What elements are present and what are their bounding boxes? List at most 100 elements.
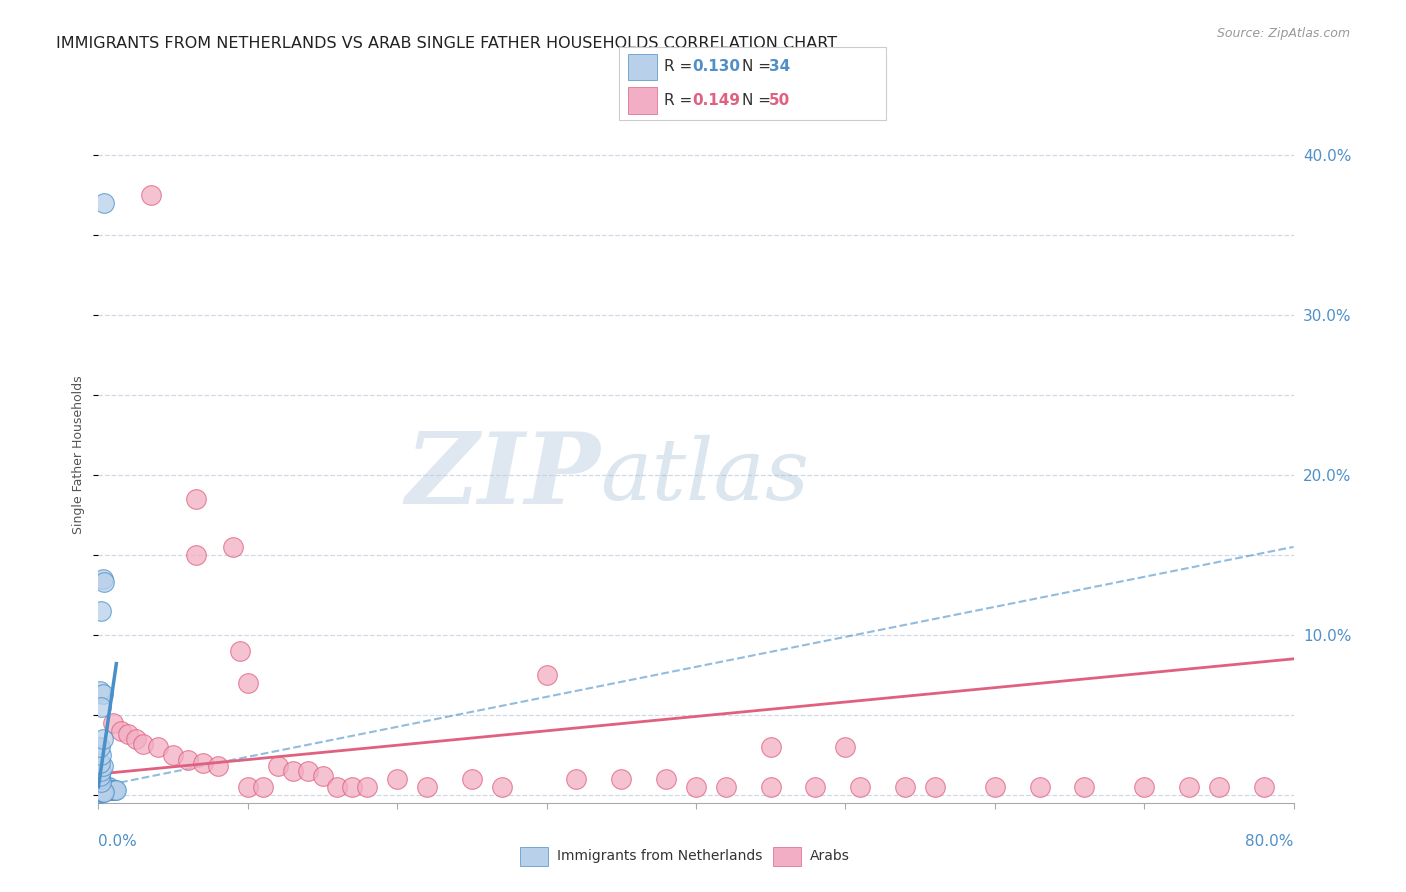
Point	[105, 783, 128, 797]
Point	[565, 772, 588, 786]
Point	[91, 759, 114, 773]
Point	[91, 780, 114, 794]
Point	[110, 723, 132, 738]
Text: Source: ZipAtlas.com: Source: ZipAtlas.com	[1216, 27, 1350, 40]
Point	[91, 784, 114, 798]
Point	[93, 784, 115, 798]
Point	[184, 548, 207, 562]
Point	[91, 572, 114, 586]
Point	[117, 727, 139, 741]
Point	[132, 737, 155, 751]
Point	[759, 739, 782, 754]
Point	[101, 783, 124, 797]
Point	[93, 575, 115, 590]
Y-axis label: Single Father Households: Single Father Households	[72, 376, 86, 534]
Point	[236, 780, 259, 794]
Point	[125, 731, 148, 746]
Point	[90, 775, 112, 789]
Point	[94, 780, 117, 794]
Point	[191, 756, 214, 770]
Point	[311, 769, 333, 783]
Text: Immigrants from Netherlands: Immigrants from Netherlands	[557, 849, 762, 863]
Point	[89, 780, 111, 794]
Point	[93, 196, 115, 211]
Point	[207, 759, 229, 773]
Point	[924, 780, 946, 794]
Point	[804, 780, 827, 794]
Point	[90, 699, 112, 714]
Point	[1028, 780, 1050, 794]
Point	[103, 783, 125, 797]
Point	[90, 784, 112, 798]
Point	[90, 747, 112, 762]
Text: 0.0%: 0.0%	[98, 834, 138, 849]
Point	[89, 786, 111, 800]
Text: ZIP: ZIP	[405, 427, 600, 524]
Point	[97, 780, 120, 794]
Point	[89, 683, 111, 698]
Point	[89, 769, 111, 783]
Point	[89, 783, 111, 797]
Point	[89, 772, 111, 786]
Point	[1253, 780, 1275, 794]
Point	[326, 780, 349, 794]
Point	[685, 780, 707, 794]
Point	[90, 764, 112, 778]
Point	[894, 780, 917, 794]
Point	[342, 780, 364, 794]
Point	[184, 491, 207, 506]
Point	[267, 759, 290, 773]
Point	[229, 644, 252, 658]
Text: atlas: atlas	[600, 434, 810, 517]
Text: R =: R =	[664, 60, 697, 74]
Point	[98, 783, 122, 797]
Point	[610, 772, 633, 786]
Point	[416, 780, 439, 794]
Point	[849, 780, 872, 794]
Text: 34: 34	[769, 60, 790, 74]
Point	[222, 540, 245, 554]
Point	[491, 780, 513, 794]
Point	[536, 668, 558, 682]
Point	[1073, 780, 1095, 794]
Point	[1208, 780, 1230, 794]
Point	[90, 604, 112, 618]
Point	[385, 772, 409, 786]
Point	[94, 780, 117, 794]
Point	[91, 687, 114, 701]
Text: R =: R =	[664, 94, 697, 108]
Point	[89, 739, 111, 754]
Point	[89, 756, 111, 770]
Point	[759, 780, 782, 794]
Text: 0.130: 0.130	[692, 60, 740, 74]
Point	[984, 780, 1007, 794]
Point	[714, 780, 737, 794]
Point	[91, 731, 114, 746]
Point	[148, 739, 170, 754]
Point	[139, 188, 162, 202]
Text: 50: 50	[769, 94, 790, 108]
Point	[96, 780, 118, 794]
Point	[90, 780, 112, 794]
Text: Arabs: Arabs	[810, 849, 849, 863]
Point	[834, 739, 856, 754]
Point	[93, 780, 115, 794]
Point	[162, 747, 184, 762]
Point	[89, 784, 111, 798]
Point	[103, 715, 125, 730]
Point	[461, 772, 484, 786]
Point	[177, 753, 200, 767]
Point	[356, 780, 378, 794]
Point	[252, 780, 274, 794]
Text: N =: N =	[742, 60, 776, 74]
Point	[281, 764, 304, 778]
Text: IMMIGRANTS FROM NETHERLANDS VS ARAB SINGLE FATHER HOUSEHOLDS CORRELATION CHART: IMMIGRANTS FROM NETHERLANDS VS ARAB SING…	[56, 36, 838, 51]
Point	[236, 676, 259, 690]
Text: 0.149: 0.149	[692, 94, 740, 108]
Point	[1178, 780, 1201, 794]
Text: 80.0%: 80.0%	[1246, 834, 1294, 849]
Text: N =: N =	[742, 94, 776, 108]
Point	[1133, 780, 1156, 794]
Point	[655, 772, 678, 786]
Point	[297, 764, 319, 778]
